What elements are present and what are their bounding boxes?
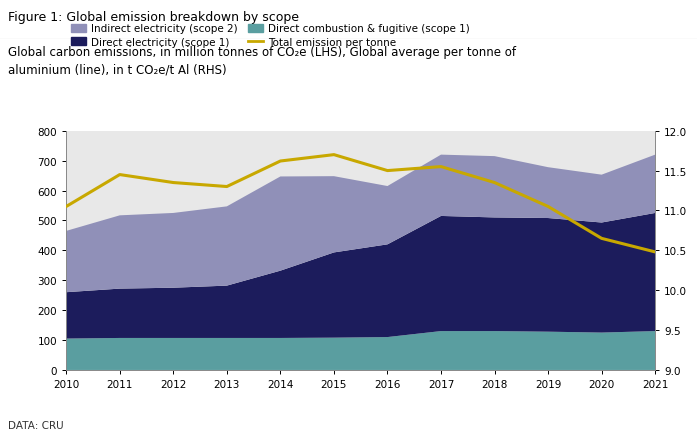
Text: Global carbon emissions, in million tonnes of CO₂e (LHS), Global average per ton: Global carbon emissions, in million tonn… [8, 46, 516, 58]
Text: DATA: CRU: DATA: CRU [8, 420, 64, 430]
Legend: Indirect electricity (scope 2), Direct electricity (scope 1), Direct combustion : Indirect electricity (scope 2), Direct e… [71, 25, 470, 47]
Text: Figure 1: Global emission breakdown by scope: Figure 1: Global emission breakdown by s… [8, 11, 300, 24]
Text: aluminium (line), in t CO₂e/t Al (RHS): aluminium (line), in t CO₂e/t Al (RHS) [8, 64, 227, 76]
